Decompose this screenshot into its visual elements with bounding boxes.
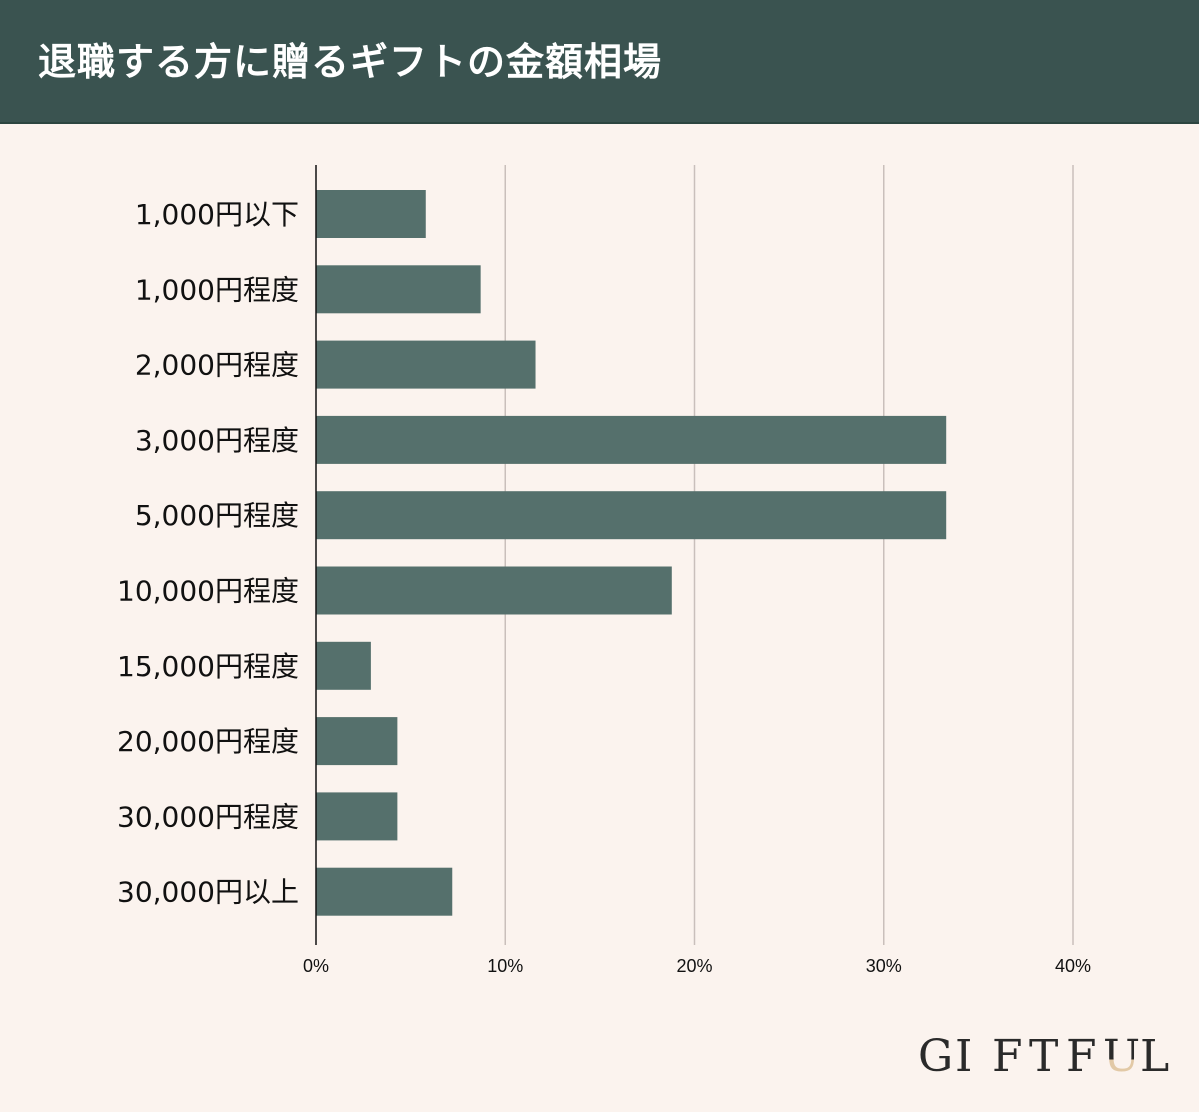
bar-3 bbox=[316, 340, 536, 389]
bar-2 bbox=[316, 265, 481, 314]
bar-5 bbox=[316, 491, 947, 540]
y-tick-label-8: 20,000円程度 bbox=[117, 725, 299, 758]
y-tick-labels: 1,000円以下 1,000円程度 2,000円程度 3,000円程度 5,000円程度… bbox=[117, 198, 299, 909]
y-tick-label-9: 30,000円程度 bbox=[117, 800, 299, 833]
logo-letter-5: F bbox=[1066, 1031, 1097, 1082]
logo-letter-2: I bbox=[955, 1031, 973, 1082]
y-tick-label-5: 5,000円程度 bbox=[135, 499, 299, 532]
x-tick-label-20: 20% bbox=[676, 956, 712, 976]
logo-letter-3: F bbox=[992, 1031, 1023, 1082]
bar-4 bbox=[316, 415, 947, 464]
bar-7 bbox=[316, 641, 371, 690]
logo-letter-1: G bbox=[918, 1031, 954, 1082]
y-tick-label-2: 1,000円程度 bbox=[135, 273, 299, 306]
y-tick-label-10: 30,000円以上 bbox=[117, 876, 299, 909]
x-tick-label-0: 0% bbox=[303, 956, 329, 976]
x-tick-label-30: 30% bbox=[866, 956, 902, 976]
page-title: 退職する方に贈るギフトの金額相場 bbox=[38, 40, 663, 84]
bars bbox=[316, 190, 947, 916]
x-tick-label-10: 10% bbox=[487, 956, 523, 976]
x-tick-label-40: 40% bbox=[1055, 956, 1091, 976]
bar-6 bbox=[316, 566, 672, 615]
x-tick-labels: 0% 10% 20% 30% 40% bbox=[303, 956, 1091, 976]
bar-8 bbox=[316, 717, 398, 766]
logo-letter-6: U bbox=[1103, 1031, 1141, 1082]
bar-1 bbox=[316, 190, 426, 238]
bar-9 bbox=[316, 792, 398, 841]
header-bar: 退職する方に贈るギフトの金額相場 bbox=[0, 0, 1199, 124]
logo-letter-4: T bbox=[1029, 1031, 1059, 1082]
bar-10 bbox=[316, 867, 453, 916]
y-tick-label-4: 3,000円程度 bbox=[135, 424, 299, 457]
grid-lines bbox=[504, 165, 1074, 945]
y-tick-label-3: 2,000円程度 bbox=[135, 349, 299, 382]
logo-letter-7: L bbox=[1140, 1031, 1170, 1082]
y-tick-label-1: 1,000円以下 bbox=[135, 198, 299, 231]
y-tick-label-6: 10,000円程度 bbox=[117, 575, 299, 608]
y-tick-label-7: 15,000円程度 bbox=[117, 650, 299, 683]
